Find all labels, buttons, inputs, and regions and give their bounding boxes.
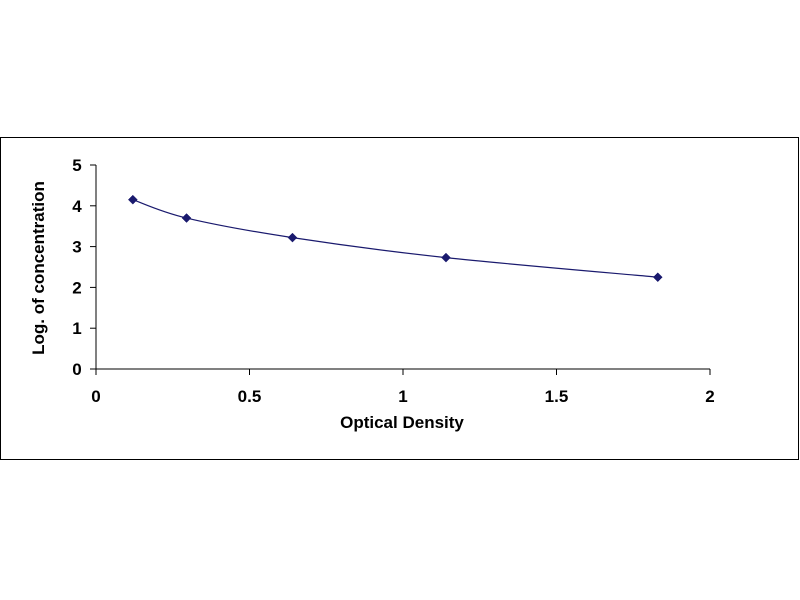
axes <box>95 165 710 370</box>
x-tick-label: 0 <box>91 387 100 406</box>
curve-group <box>132 199 658 278</box>
x-tick-label: 1.5 <box>545 387 569 406</box>
data-point-marker <box>127 194 138 205</box>
chart-frame <box>0 137 799 460</box>
y-axis-title: Log. of concentration <box>29 181 48 355</box>
y-tick-label: 2 <box>72 278 81 297</box>
y-tick-label: 1 <box>72 319 81 338</box>
tick-labels: 0 1 2 3 4 5 0 0.5 1 1.5 2 <box>72 156 714 406</box>
ticks <box>90 164 711 375</box>
data-point-marker <box>181 213 192 223</box>
y-tick-label: 5 <box>72 156 81 175</box>
y-tick-label: 0 <box>72 360 81 379</box>
x-tick-label: 1 <box>398 387 407 406</box>
data-point-marker <box>287 232 298 243</box>
y-tick-label: 3 <box>72 238 81 257</box>
data-point-marker <box>441 252 451 263</box>
y-tick-label: 4 <box>72 197 82 216</box>
markers <box>127 194 663 283</box>
data-point-marker <box>652 272 663 283</box>
x-axis-title: Optical Density <box>340 413 464 432</box>
x-tick-label: 0.5 <box>238 387 262 406</box>
x-tick-label: 2 <box>705 387 714 406</box>
fit-curve <box>132 199 658 278</box>
